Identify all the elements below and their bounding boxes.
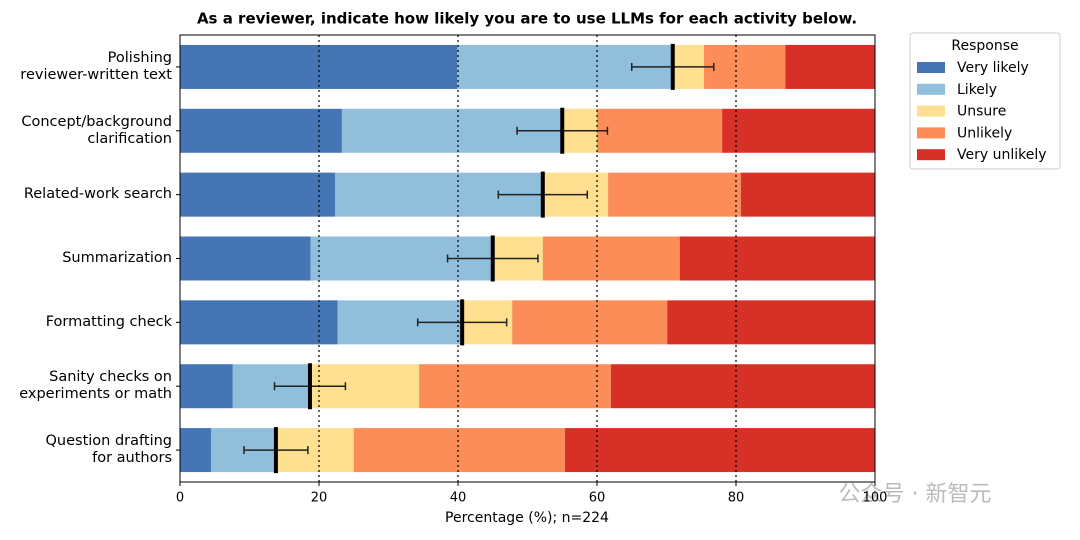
x-tick-label: 100 xyxy=(863,491,888,506)
bar-segment xyxy=(419,364,611,409)
bar-segment xyxy=(180,428,212,473)
y-tick-label: Concept/background clarification xyxy=(21,113,172,147)
chart-title: As a reviewer, indicate how likely you a… xyxy=(197,10,857,28)
bar-segment xyxy=(565,428,875,473)
x-axis-label: Percentage (%); n=224 xyxy=(445,510,609,526)
y-tick-label: Question drafting for authors xyxy=(45,433,172,467)
bar-segment xyxy=(353,428,566,473)
y-tick-label: Polishing reviewer-written text xyxy=(20,49,172,83)
bar-segment xyxy=(610,364,875,409)
bar-segment xyxy=(679,236,875,281)
watermark: 公众号 · 新智元 xyxy=(839,482,992,507)
bar-segment xyxy=(542,236,680,281)
bar-segment xyxy=(704,44,786,89)
bar-segment xyxy=(180,364,233,409)
legend-label: Very unlikely xyxy=(957,147,1047,163)
legend-title: Response xyxy=(951,38,1018,54)
bar-segment xyxy=(180,236,311,281)
x-tick-label: 20 xyxy=(311,491,328,506)
legend-swatch xyxy=(917,83,945,95)
bar-segment xyxy=(722,108,875,153)
bar-segment xyxy=(180,108,342,153)
legend-label: Unsure xyxy=(957,104,1006,120)
x-tick-label: 40 xyxy=(450,491,467,506)
bar-segment xyxy=(740,172,875,217)
legend-swatch xyxy=(917,62,945,73)
y-tick-label: Formatting check xyxy=(45,313,172,330)
legend-label: Very likely xyxy=(957,60,1029,76)
x-tick-label: 80 xyxy=(728,491,745,506)
bar-segment xyxy=(180,172,335,217)
bar-segment xyxy=(512,300,668,345)
y-tick-label: Related-work search xyxy=(23,186,172,203)
bar-segment xyxy=(667,300,875,345)
bar-segment xyxy=(597,108,723,153)
legend-label: Likely xyxy=(957,82,997,98)
y-tick-label: Summarization xyxy=(62,250,172,266)
legend-box xyxy=(909,32,1061,170)
bar-segment xyxy=(180,300,338,345)
legend-swatch xyxy=(917,149,945,161)
x-tick-label: 0 xyxy=(176,491,184,506)
bar-segment xyxy=(785,44,875,89)
x-tick-label: 60 xyxy=(589,491,606,506)
legend-label: Unlikely xyxy=(957,125,1012,141)
y-tick-label: Sanity checks on experiments or math xyxy=(19,369,172,403)
bar-segment xyxy=(608,172,741,217)
legend-swatch xyxy=(917,127,945,139)
legend-swatch xyxy=(917,105,945,117)
plot-frame xyxy=(179,34,876,483)
